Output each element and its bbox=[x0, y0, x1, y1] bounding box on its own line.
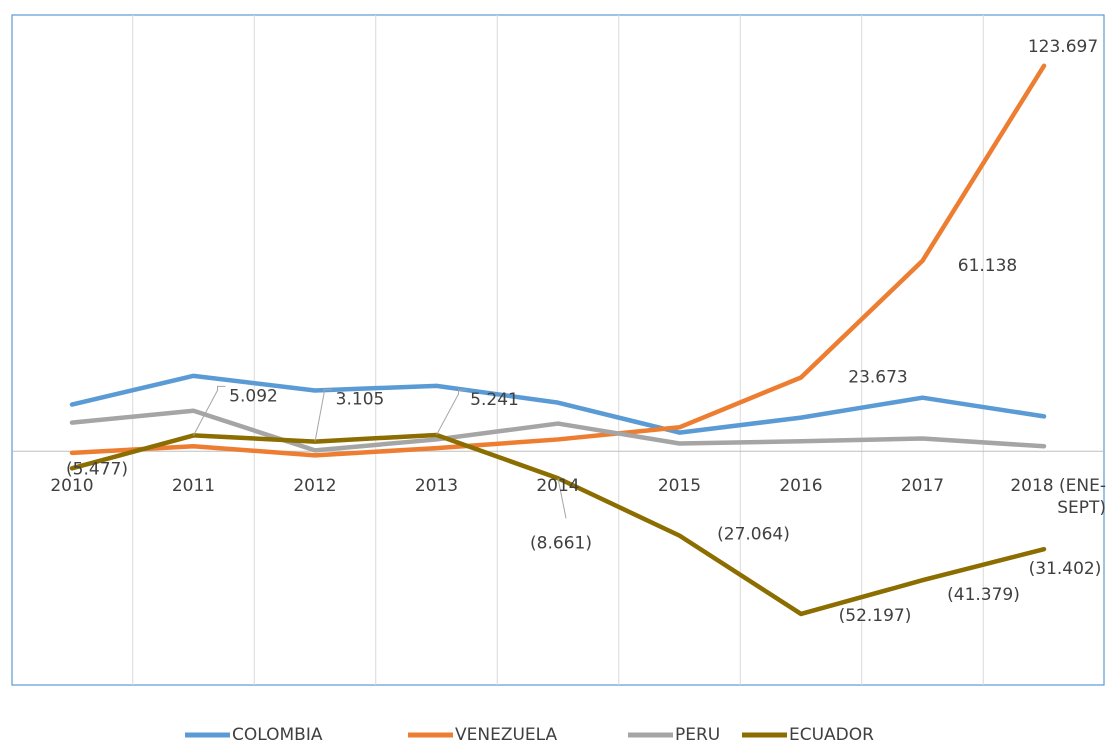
label-leader bbox=[436, 389, 467, 436]
data-label: 23.673 bbox=[848, 368, 907, 388]
x-tick-label: 2015 bbox=[657, 476, 702, 497]
data-label: (5.477) bbox=[66, 459, 128, 479]
x-tick-label: 2014 bbox=[536, 476, 580, 497]
data-label: 61.138 bbox=[958, 256, 1017, 276]
label-leader bbox=[314, 389, 332, 442]
series-line bbox=[69, 408, 1047, 453]
data-label: (52.197) bbox=[839, 606, 912, 626]
legend-label: VENEZUELA bbox=[455, 725, 558, 744]
data-label: 5.092 bbox=[229, 386, 278, 406]
data-label: 3.105 bbox=[336, 390, 385, 410]
series-line bbox=[69, 432, 1047, 617]
plot-border bbox=[11, 14, 1105, 686]
x-tick-label: 2013 bbox=[414, 476, 459, 497]
x-tick-label: 2017 bbox=[900, 476, 945, 497]
data-label: (41.379) bbox=[947, 585, 1020, 605]
label-leader bbox=[193, 385, 226, 436]
data-label: (31.402) bbox=[1029, 559, 1102, 579]
data-label: (27.064) bbox=[717, 525, 790, 545]
data-label: 5.241 bbox=[470, 390, 519, 410]
label-leader bbox=[557, 478, 567, 519]
data-label: 123.697 bbox=[1028, 37, 1098, 57]
series-line bbox=[69, 63, 1047, 458]
x-tick-label: 2016 bbox=[779, 476, 823, 497]
series-line bbox=[69, 373, 1047, 435]
legend-label: PERU bbox=[675, 725, 720, 744]
data-label: (8.661) bbox=[530, 533, 592, 553]
x-tick-label: 2018 (ENE-SEPT) bbox=[1010, 476, 1106, 519]
legend-label: COLOMBIA bbox=[232, 725, 323, 744]
legend-label: ECUADOR bbox=[789, 725, 874, 744]
x-tick-label: 2012 bbox=[293, 476, 337, 497]
x-tick-label: 2011 bbox=[171, 476, 216, 497]
x-tick-label: 2010 bbox=[50, 476, 94, 497]
